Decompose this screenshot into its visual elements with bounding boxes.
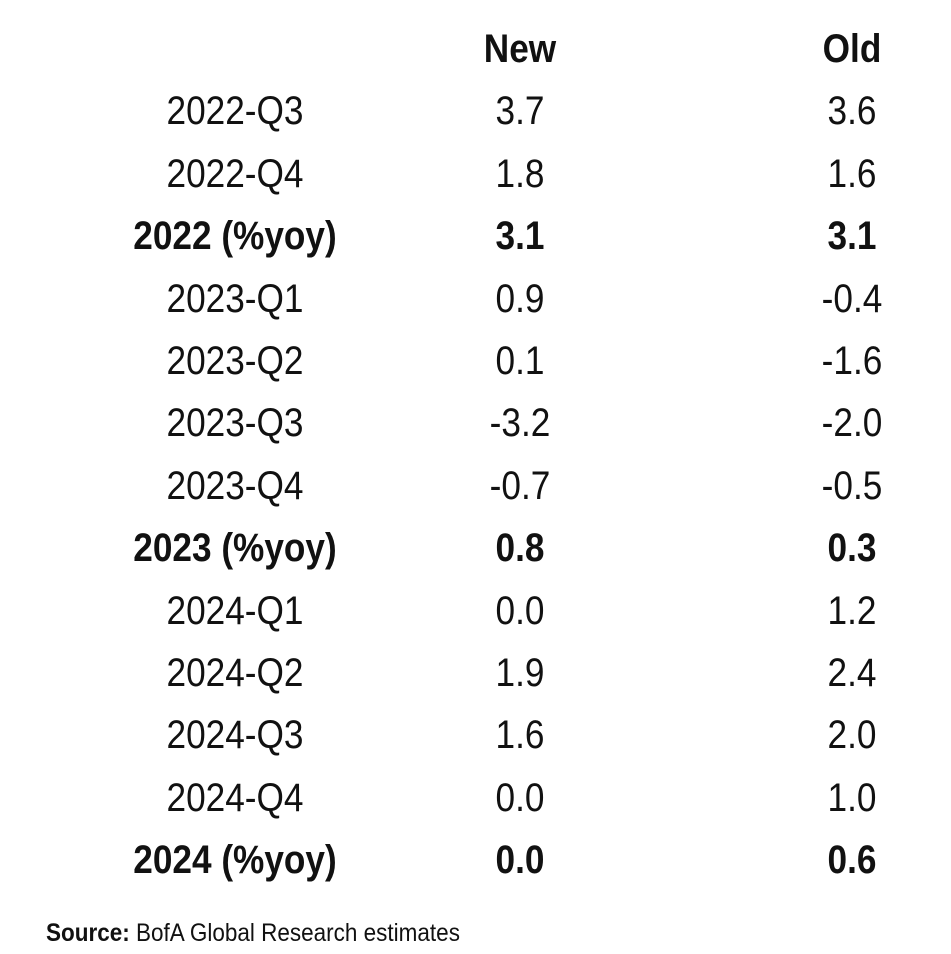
row-new-value: 0.9 — [495, 276, 545, 321]
source-text: BofA Global Research estimates — [129, 919, 460, 947]
header-new: New — [483, 27, 557, 71]
row-new-value: 1.6 — [495, 713, 545, 758]
row-old-value: 0.3 — [827, 526, 877, 571]
header-label — [81, 18, 389, 80]
row-new-value: 1.8 — [495, 151, 545, 196]
table-body: 2022-Q3 3.7 3.6 2022-Q4 1.8 1.6 2022 (%yoy) 3.1… — [0, 80, 951, 891]
row-new-value: 0.1 — [495, 338, 545, 383]
forecast-table: New Old 2022-Q3 3.7 3.6 2022-Q4 1.8 1.6 2022 (… — [0, 18, 951, 891]
row-old-value: 1.6 — [827, 151, 877, 196]
row-new-value: -3.2 — [489, 401, 551, 446]
table-row: 2023-Q3 -3.2 -2.0 — [0, 392, 951, 454]
table-row: 2023-Q4 -0.7 -0.5 — [0, 455, 951, 517]
row-label: 2022 (%yoy) — [133, 214, 337, 259]
table-row: 2024-Q3 1.6 2.0 — [0, 704, 951, 766]
table-header-row: New Old — [0, 18, 951, 80]
row-old-value: -2.0 — [821, 401, 883, 446]
row-label: 2024-Q4 — [166, 775, 304, 820]
table-row: 2024-Q2 1.9 2.4 — [0, 642, 951, 704]
row-old-value: 2.0 — [827, 713, 877, 758]
row-new-value: 1.9 — [495, 650, 545, 695]
row-new-value: 0.0 — [495, 838, 545, 883]
row-new-value: 3.7 — [495, 89, 545, 134]
row-label: 2022-Q3 — [166, 89, 304, 134]
table-row-annual: 2024 (%yoy) 0.0 0.6 — [0, 829, 951, 891]
table-row-annual: 2022 (%yoy) 3.1 3.1 — [0, 205, 951, 267]
table-row: 2023-Q1 0.9 -0.4 — [0, 268, 951, 330]
row-label: 2024-Q3 — [166, 713, 304, 758]
row-label: 2023 (%yoy) — [133, 526, 337, 571]
table-row: 2024-Q4 0.0 1.0 — [0, 767, 951, 829]
row-new-value: 0.0 — [495, 588, 545, 633]
source-note: Source: BofA Global Research estimates — [46, 916, 460, 950]
row-old-value: -1.6 — [821, 338, 883, 383]
row-old-value: -0.4 — [821, 276, 883, 321]
table-row: 2023-Q2 0.1 -1.6 — [0, 330, 951, 392]
row-label: 2023-Q2 — [166, 338, 304, 383]
row-new-value: 0.0 — [495, 775, 545, 820]
row-old-value: -0.5 — [821, 463, 883, 508]
row-label: 2022-Q4 — [166, 151, 304, 196]
table-row-annual: 2023 (%yoy) 0.8 0.3 — [0, 517, 951, 579]
table-row: 2024-Q1 0.0 1.2 — [0, 580, 951, 642]
row-old-value: 0.6 — [827, 838, 877, 883]
row-old-value: 3.6 — [827, 89, 877, 134]
row-label: 2023-Q1 — [166, 276, 304, 321]
header-old: Old — [822, 27, 882, 71]
row-label: 2023-Q4 — [166, 463, 304, 508]
row-old-value: 3.1 — [827, 214, 877, 259]
row-new-value: 0.8 — [495, 526, 545, 571]
row-new-value: 3.1 — [495, 214, 545, 259]
row-old-value: 1.0 — [827, 775, 877, 820]
row-old-value: 1.2 — [827, 588, 877, 633]
row-label: 2024-Q2 — [166, 650, 304, 695]
row-label: 2023-Q3 — [166, 401, 304, 446]
row-new-value: -0.7 — [489, 463, 551, 508]
table-row: 2022-Q4 1.8 1.6 — [0, 143, 951, 205]
row-label: 2024 (%yoy) — [133, 838, 337, 883]
row-label: 2024-Q1 — [166, 588, 304, 633]
row-old-value: 2.4 — [827, 650, 877, 695]
source-label: Source: — [46, 919, 130, 947]
table-row: 2022-Q3 3.7 3.6 — [0, 80, 951, 142]
